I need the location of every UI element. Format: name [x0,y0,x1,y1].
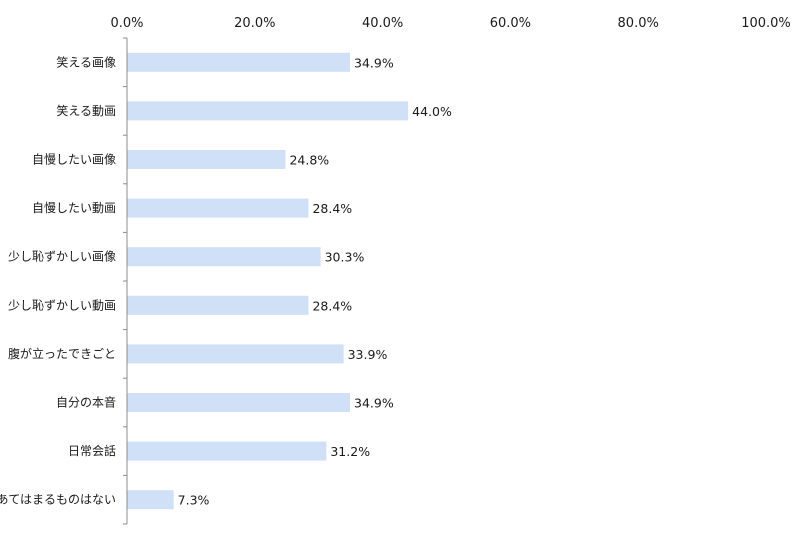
x-tick-label: 80.0% [618,16,659,31]
category-label: 笑える画像 [56,54,116,69]
data-label: 28.4% [312,298,352,313]
data-label: 44.0% [412,104,452,119]
data-label: 30.3% [325,250,365,265]
bar [127,490,174,510]
category-label: 腹が立ったできごと [8,346,116,361]
bar [127,344,344,364]
data-label: 24.8% [289,153,329,168]
data-label: 33.9% [348,347,388,362]
category-label: 日常会話 [68,443,116,458]
x-tick-label: 0.0% [110,16,143,31]
x-tick-label: 40.0% [362,16,403,31]
data-label: 34.9% [354,55,394,70]
category-labels: 笑える画像笑える動画自慢したい画像自慢したい動画少し恥ずかしい画像少し恥ずかしい… [0,54,116,506]
data-label: 28.4% [312,201,352,216]
bar [127,295,309,315]
x-tick-label: 60.0% [490,16,531,31]
bar [127,441,327,461]
category-label: 少し恥ずかしい画像 [8,250,116,264]
data-label: 31.2% [330,444,370,459]
bar [127,101,409,121]
data-label: 7.3% [178,493,210,508]
x-axis: 0.0% 20.0% 40.0% 60.0% 80.0% 100.0% [110,16,791,525]
bar [127,198,309,218]
category-label: あてはまるものはない [0,493,116,507]
category-label: 少し恥ずかしい動画 [8,298,116,312]
data-labels: 34.9% 44.0% 24.8% 28.4% 30.3% 28.4% 33.9% 34.9%… [178,55,452,507]
data-label: 34.9% [354,396,394,411]
category-label: 笑える動画 [56,103,116,118]
x-tick-label: 20.0% [234,16,275,31]
category-label: 自分の本音 [56,395,116,410]
bars [127,52,409,510]
x-tick-label: 100.0% [741,16,791,31]
bar [127,393,351,412]
bar [127,247,321,267]
bar [127,52,351,72]
category-label: 自慢したい画像 [32,153,116,167]
category-label: 自慢したい動画 [32,201,116,215]
bar [127,150,286,169]
